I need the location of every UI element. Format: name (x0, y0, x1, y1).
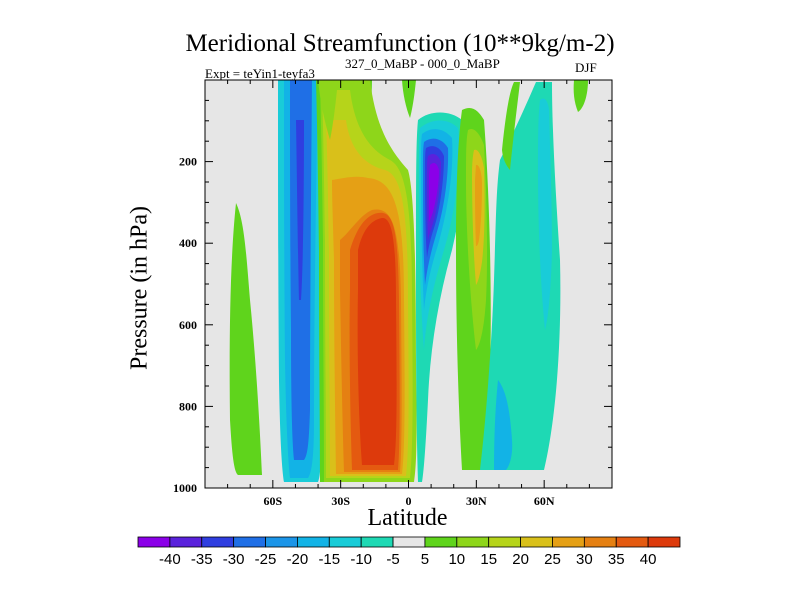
x-tick-label: 30S (331, 494, 350, 508)
main-positive-core (357, 217, 397, 465)
colorbar-swatch (488, 536, 521, 548)
colorbar-label: 15 (480, 551, 497, 568)
tropical-negative-core (429, 162, 439, 222)
colorbar-label: -40 (159, 551, 181, 568)
nh-positive-core (475, 164, 482, 246)
experiment-period-label: 327_0_MaBP - 000_0_MaBP (345, 56, 500, 71)
contour-fields (229, 80, 588, 482)
colorbar-swatch (360, 536, 394, 548)
colorbar-swatch (615, 536, 649, 548)
colorbar-label: -10 (350, 551, 372, 568)
chart-title: Meridional Streamfunction (10**9kg/m-2) (185, 30, 615, 57)
colorbar-label: 10 (448, 551, 465, 568)
colorbar-label: -30 (223, 551, 245, 568)
colorbar-label: 20 (512, 551, 529, 568)
colorbar-swatch (328, 536, 362, 548)
colorbar-swatch (552, 536, 585, 548)
y-axis: 200 400 600 800 1000 (173, 79, 612, 495)
colorbar-label: 35 (608, 551, 625, 568)
colorbar-swatch (520, 536, 553, 548)
colorbar-swatch (201, 536, 235, 548)
colorbar-swatch (137, 536, 171, 548)
y-tick-label: 400 (179, 236, 197, 250)
colorbar-label: 30 (576, 551, 593, 568)
colorbar-swatch (265, 536, 298, 548)
x-axis-label: Latitude (367, 505, 448, 531)
sh-negative-core (296, 120, 304, 300)
nh-sliver-green (502, 82, 520, 170)
experiment-label: Expt = teYin1-teyfa3 (205, 66, 315, 81)
nh-negative-inner (538, 98, 552, 330)
nh-fringe-lower (494, 380, 513, 470)
x-tick-label: 0 (406, 494, 412, 508)
nh-top-green-blob (573, 80, 588, 112)
colorbar-label: -5 (386, 551, 399, 568)
x-tick-label: 60S (263, 494, 282, 508)
colorbar: -40 -35 -30 -25 -20 -15 -10 -5 5 10 15 20 25 30 35 40 (137, 536, 681, 568)
colorbar-label: 40 (640, 551, 657, 568)
colorbar-swatch (583, 536, 617, 548)
colorbar-swatch (297, 536, 330, 548)
y-tick-label: 200 (179, 155, 197, 169)
colorbar-swatch (647, 536, 681, 548)
y-tick-label: 800 (179, 399, 197, 413)
colorbar-swatch (456, 536, 490, 548)
y-tick-label: 600 (179, 318, 197, 332)
colorbar-swatch (424, 536, 458, 548)
season-label: DJF (575, 60, 597, 75)
colorbar-label: -25 (255, 551, 277, 568)
colorbar-swatch (233, 536, 266, 548)
y-tick-label: 1000 (173, 481, 197, 495)
colorbar-label: -35 (191, 551, 213, 568)
colorbar-label: 5 (421, 551, 429, 568)
colorbar-swatch (169, 536, 203, 548)
colorbar-swatch (392, 536, 426, 548)
x-tick-label: 60N (534, 494, 555, 508)
sh-top-green (318, 80, 338, 140)
x-tick-label: 30N (466, 494, 487, 508)
upper-fringe-green (402, 80, 416, 118)
sh-weak-positive-cell (229, 203, 262, 475)
colorbar-label: 25 (544, 551, 561, 568)
x-axis: 60S 30S 0 30N 60N (204, 80, 613, 508)
colorbar-label: -20 (287, 551, 309, 568)
colorbar-label: -15 (318, 551, 340, 568)
